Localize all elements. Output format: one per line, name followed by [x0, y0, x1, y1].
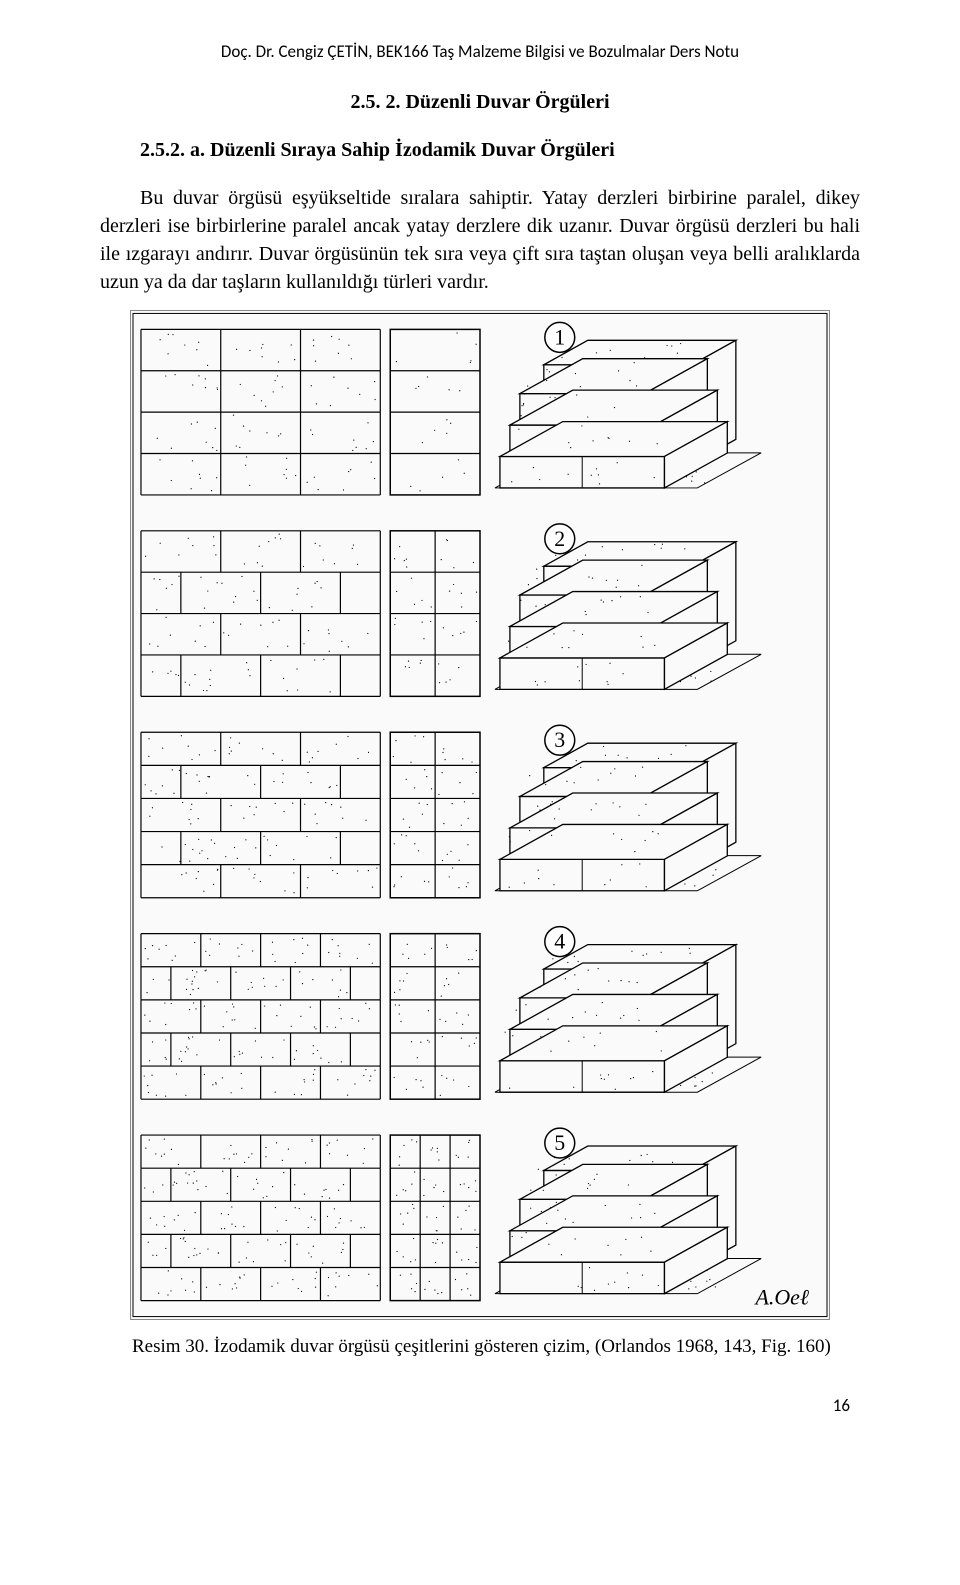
figure-caption: Resim 30. İzodamik duvar örgüsü çeşitler… — [132, 1334, 860, 1361]
running-header: Doç. Dr. Cengiz ÇETİN, BEK166 Taş Malzem… — [100, 40, 860, 64]
body-paragraph: Bu duvar örgüsü eşyükseltide sıralara sa… — [100, 184, 860, 296]
page-number: 16 — [100, 1394, 860, 1418]
svg-text:5: 5 — [554, 1130, 565, 1155]
svg-text:2: 2 — [554, 526, 565, 551]
subsection-title: 2.5.2. a. Düzenli Sıraya Sahip İzodamik … — [140, 136, 860, 164]
section-title: 2.5. 2. Düzenli Duvar Örgüleri — [100, 88, 860, 116]
svg-text:4: 4 — [554, 928, 565, 953]
svg-text:3: 3 — [554, 727, 565, 752]
svg-text:1: 1 — [554, 324, 565, 349]
figure-illustration: 1 2 3 4 5 A.Oeℓ — [130, 310, 830, 1320]
svg-text:A.Oeℓ: A.Oeℓ — [753, 1284, 809, 1309]
